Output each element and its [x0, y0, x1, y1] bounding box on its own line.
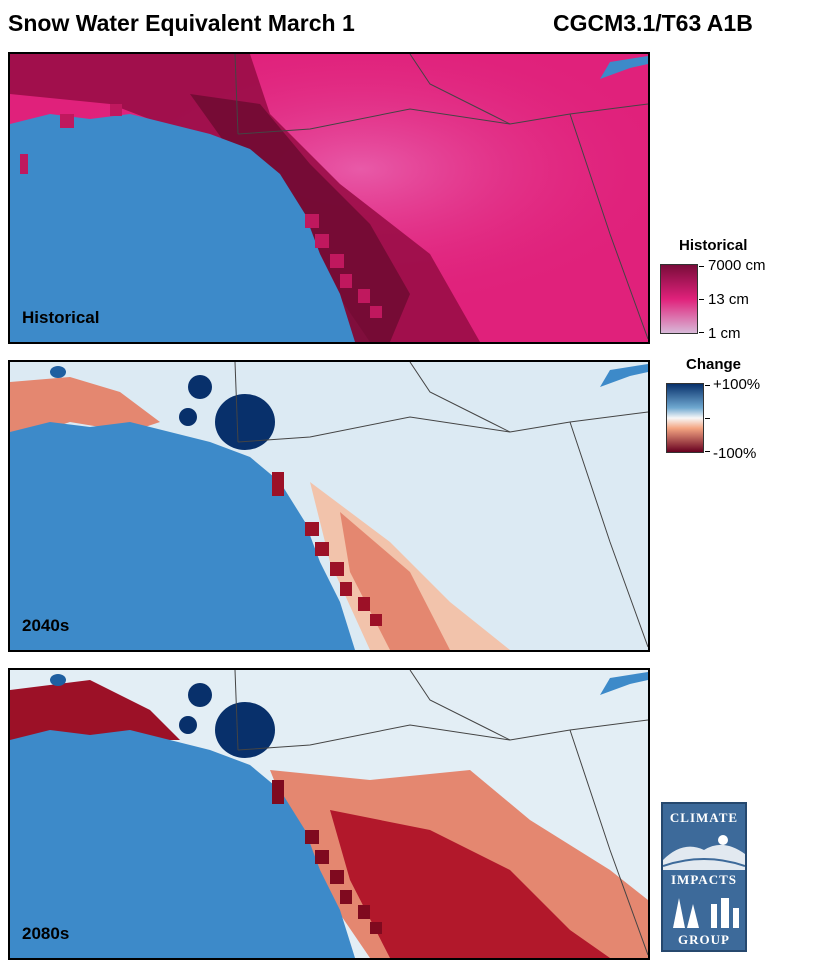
map-title: Snow Water Equivalent March 1 — [8, 10, 355, 36]
model-label: CGCM3.1/T63 A1B — [553, 10, 753, 36]
historical-map — [10, 54, 648, 342]
logo-word-bottom: GROUP — [678, 932, 730, 947]
historical-tick-mid: 13 cm — [708, 291, 749, 308]
logo-trees-icon — [673, 898, 739, 928]
historical-legend-colorbar — [660, 264, 698, 334]
change-legend-title: Change — [686, 356, 742, 373]
strong-increase-patch — [215, 394, 275, 450]
ocean — [10, 730, 355, 958]
historical-map-panel: Historical — [8, 52, 650, 344]
ocean — [10, 422, 355, 650]
political-borders — [234, 362, 648, 648]
change-tick-max: +100% — [713, 376, 761, 393]
historical-tick-max: 7000 cm — [708, 257, 766, 274]
political-borders — [234, 54, 648, 340]
panel-label: 2080s — [22, 924, 70, 943]
2040s-map-panel: 2040s — [8, 360, 650, 652]
logo-word-middle: IMPACTS — [671, 872, 737, 887]
logo-landscape-icon — [663, 835, 745, 870]
political-borders — [234, 670, 648, 956]
change-legend-colorbar — [666, 383, 704, 453]
panel-label: Historical — [22, 308, 100, 327]
change-tick-min: -100% — [713, 445, 757, 462]
climate-impacts-group-logo: CLIMATE IMPACTS GROUP — [661, 802, 747, 952]
2080s-map — [10, 670, 648, 958]
logo-word-top: CLIMATE — [669, 810, 739, 825]
historical-legend-title: Historical — [679, 237, 748, 254]
historical-tick-min: 1 cm — [708, 325, 741, 342]
strong-increase-patch — [215, 702, 275, 758]
panel-label: 2040s — [22, 616, 70, 635]
ocean — [10, 114, 355, 342]
2080s-map-panel: 2080s — [8, 668, 650, 960]
2040s-map — [10, 362, 648, 650]
